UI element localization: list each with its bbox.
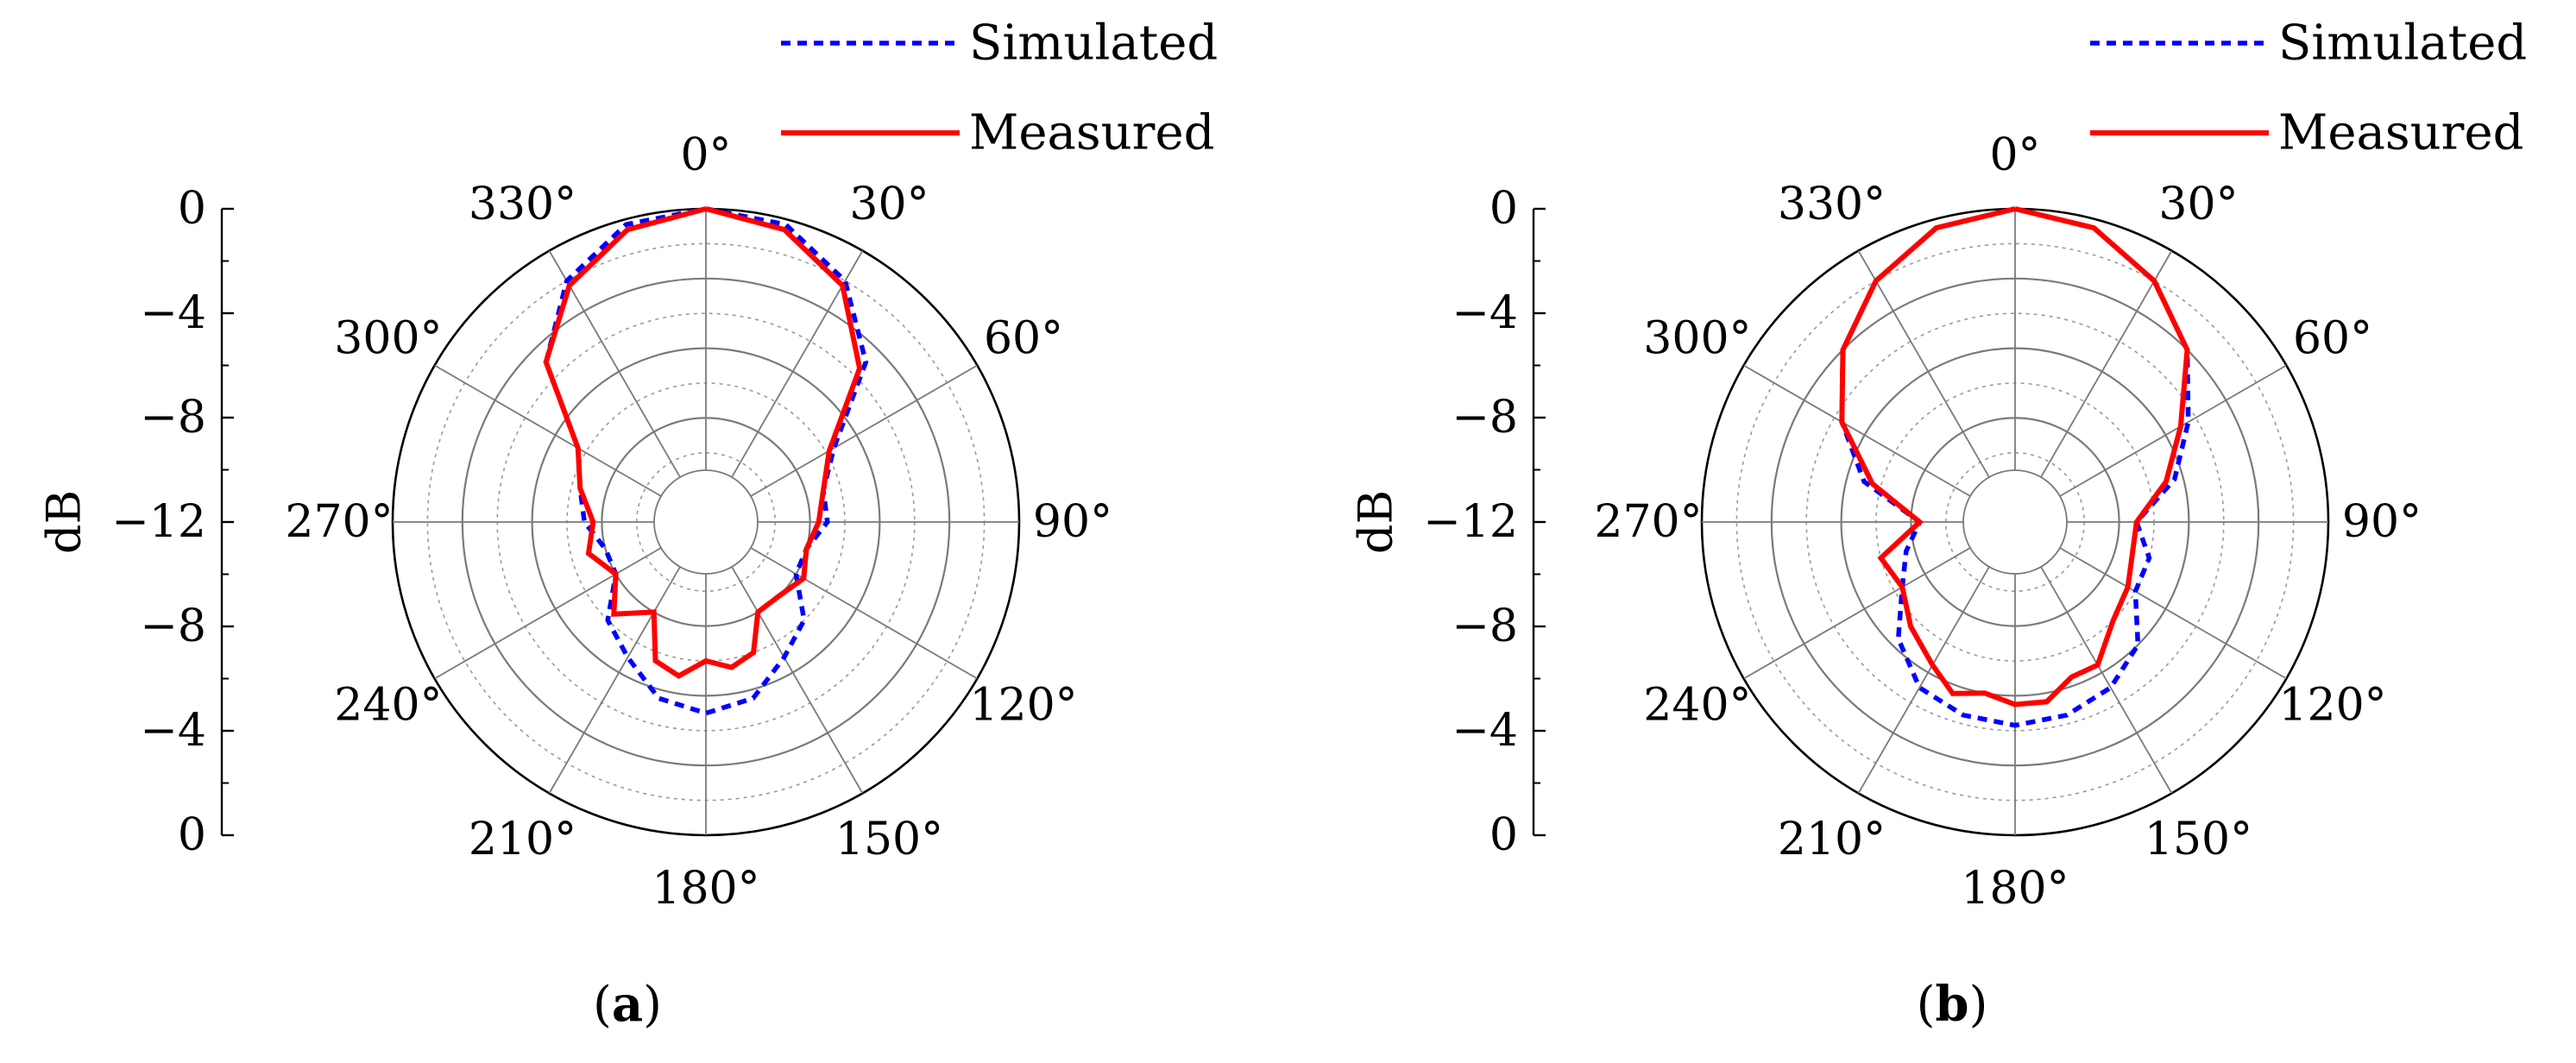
angle-tick-label: 90° — [1033, 496, 1112, 548]
r-axis-tick-label: 0 — [178, 809, 206, 861]
grid-circle-minor — [635, 451, 776, 592]
panel-label: (b) — [1917, 976, 1988, 1033]
grid-spoke — [731, 566, 864, 794]
angle-tick-label: 60° — [2293, 313, 2372, 365]
series-line-measured — [1839, 206, 2190, 708]
grid-spoke — [750, 364, 978, 497]
legend-label: Simulated — [969, 16, 1218, 72]
angle-tick-label: 0° — [680, 129, 731, 181]
legend: Simulated Measured — [2090, 16, 2527, 161]
angle-tick-label: 330° — [1778, 179, 1886, 230]
r-axis-tick-label: −8 — [140, 392, 206, 443]
angle-tick-label: 120° — [2278, 680, 2386, 732]
grid-spoke — [434, 364, 662, 497]
r-axis-tick-label: −12 — [1423, 496, 1518, 548]
r-axis-tick-label: −4 — [1452, 705, 1518, 757]
r-axis-title: dB — [1349, 490, 1403, 554]
grid-spoke — [2040, 250, 2173, 478]
legend-label: Measured — [969, 105, 1214, 161]
grid-spoke — [750, 547, 978, 680]
grid-spoke — [2040, 566, 2173, 794]
panel-label-close: ) — [643, 977, 662, 1033]
r-axis-tick-label: −8 — [1452, 392, 1518, 443]
r-axis-tick-label: −8 — [140, 601, 206, 652]
angle-tick-label: 210° — [1778, 814, 1886, 865]
angle-tick-label: 30° — [2158, 179, 2238, 230]
inner-circle — [1962, 469, 2068, 575]
angle-tick-label: 270° — [1594, 496, 1702, 548]
panel-label-open: ( — [593, 977, 612, 1033]
angle-tick-label: 0° — [1989, 129, 2040, 181]
r-axis-tick-label: −4 — [1452, 287, 1518, 339]
angle-tick-label: 330° — [469, 179, 576, 230]
angle-tick-label: 240° — [1643, 680, 1751, 732]
panel-label: (a) — [593, 976, 662, 1033]
grid-spoke — [1857, 566, 1990, 794]
angle-tick-label: 300° — [334, 313, 442, 365]
angle-tick-label: 60° — [984, 313, 1063, 365]
polar-panel-b: 0° 30° 60° 90° 120° 150° 180° 210° 240° 270° 300° 3… — [1349, 16, 2528, 1034]
angle-tick-label: 30° — [849, 179, 929, 230]
r-axis-tick-label: 0 — [178, 183, 206, 235]
angle-tick-label: 90° — [2342, 496, 2422, 548]
r-axis-title: dB — [37, 490, 91, 554]
inner-circle — [653, 469, 759, 575]
grid-spoke — [548, 566, 681, 794]
r-axis-tick-label: −4 — [140, 287, 206, 339]
r-axis-tick-label: 0 — [1490, 183, 1518, 235]
r-axis-tick-label: −12 — [111, 496, 206, 548]
r-axis-tick-label: 0 — [1490, 809, 1518, 861]
angle-tick-label: 240° — [334, 680, 442, 732]
grid-spoke — [1743, 547, 1971, 680]
panel-label-letter: a — [612, 976, 643, 1033]
legend-label: Simulated — [2278, 16, 2527, 72]
angle-tick-label: 120° — [969, 680, 1077, 732]
angle-tick-label: 180° — [1961, 863, 2069, 915]
panel-label-open: ( — [1917, 977, 1936, 1033]
panel-label-close: ) — [1969, 977, 1988, 1033]
r-axis-tick-label: −8 — [1452, 601, 1518, 652]
angle-tick-label: 180° — [652, 863, 759, 915]
polar-panel-a: 0° 30° 60° 90° 120° 150° 180° 210° 240° 270° 300° 3… — [37, 16, 1219, 1034]
panel-label-letter: b — [1935, 976, 1968, 1033]
grid-spoke — [2059, 364, 2287, 497]
angle-tick-label: 150° — [2145, 814, 2252, 865]
grid-spoke — [1743, 364, 1971, 497]
angle-tick-label: 270° — [285, 496, 393, 548]
angle-tick-label: 150° — [835, 814, 943, 865]
legend-label: Measured — [2278, 105, 2523, 161]
grid-spoke — [2059, 547, 2287, 680]
angle-tick-label: 300° — [1643, 313, 1751, 365]
grid-spoke — [434, 547, 662, 680]
angle-tick-label: 210° — [469, 814, 576, 865]
grid-spoke — [1857, 250, 1990, 478]
legend: Simulated Measured — [781, 16, 1218, 161]
r-axis-tick-label: −4 — [140, 705, 206, 757]
series-line-measured — [543, 206, 863, 679]
grid-circle-minor — [1945, 451, 2086, 592]
